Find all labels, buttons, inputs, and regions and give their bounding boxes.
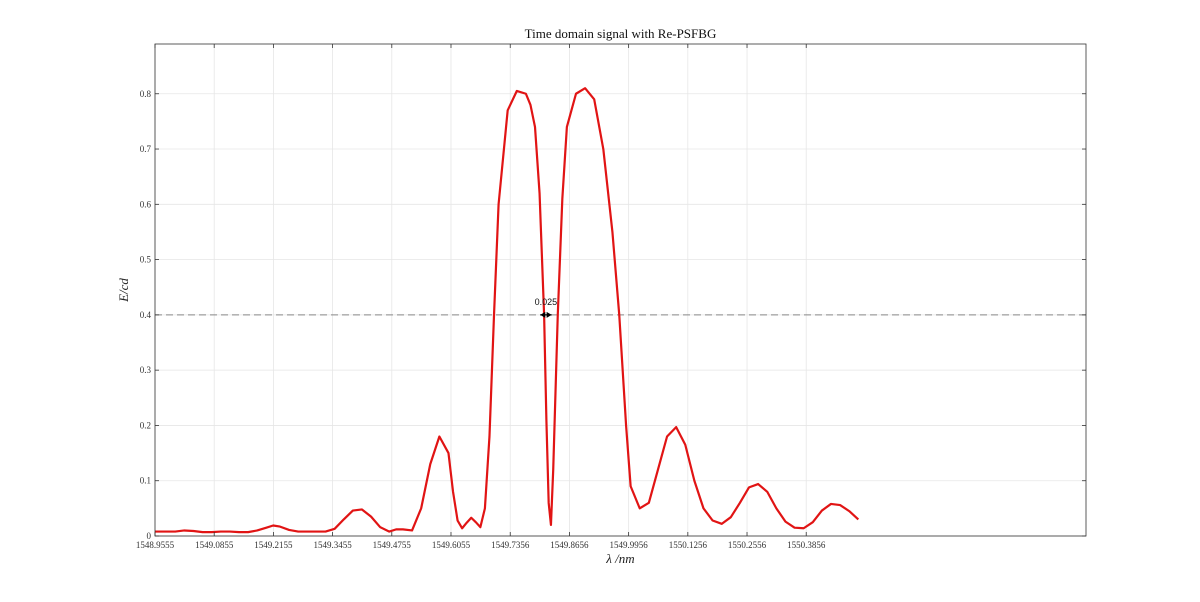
x-tick-label: 1550.2556 <box>728 540 767 550</box>
y-tick-label: 0.3 <box>140 365 152 375</box>
x-tick-label: 1550.1256 <box>669 540 708 550</box>
y-tick-label: 0.4 <box>140 310 152 320</box>
y-tick-label: 0 <box>147 531 152 541</box>
y-tick-label: 0.8 <box>140 89 152 99</box>
x-tick-label: 1549.9956 <box>610 540 649 550</box>
series-line <box>155 87 860 534</box>
series-layer <box>155 87 860 534</box>
x-tick-label: 1550.3856 <box>787 540 826 550</box>
width-annotation: 0.025 <box>535 297 558 318</box>
arrowhead-left <box>540 311 546 318</box>
x-tick-label: 1549.0855 <box>195 540 234 550</box>
y-tick-label: 0.6 <box>140 199 152 209</box>
y-tick-label: 0.7 <box>140 144 152 154</box>
arrowhead-right <box>546 311 552 318</box>
x-tick-label: 1548.9555 <box>136 540 175 550</box>
plot-frame <box>154 43 1087 537</box>
chart-title: Time domain signal with Re-PSFBG <box>525 26 717 41</box>
x-tick-label: 1549.8656 <box>550 540 589 550</box>
width-annotation-label: 0.025 <box>535 297 558 307</box>
x-tick-label: 1549.4755 <box>373 540 412 550</box>
x-axis-label: λ /nm <box>605 551 634 566</box>
x-tick-label: 1549.3455 <box>313 540 352 550</box>
axes: 1548.9555 1549.0855 1549.2155 1549.3455 1549… <box>136 44 1086 550</box>
y-tick-label: 0.5 <box>140 255 152 265</box>
y-tick-label: 0.1 <box>140 476 151 486</box>
y-tick-label: 0.2 <box>140 420 151 430</box>
x-tick-label: 1549.7356 <box>491 540 530 550</box>
x-tick-label: 1549.2155 <box>254 540 293 550</box>
y-axis-label: E/cd <box>116 278 131 303</box>
x-tick-label: 1549.6055 <box>432 540 471 550</box>
